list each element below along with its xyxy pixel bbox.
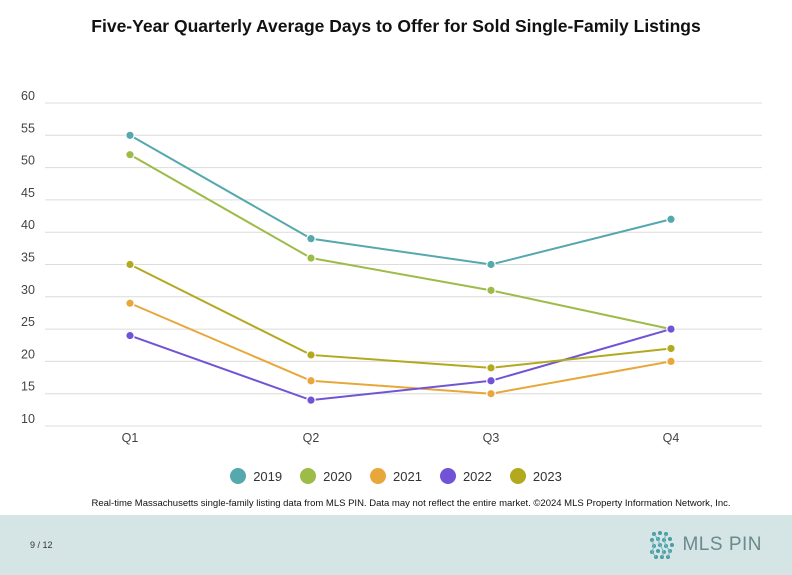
legend-label: 2023 [532,468,562,484]
x-tick-label: Q4 [663,431,680,445]
y-tick-label: 55 [21,121,35,135]
y-tick-label: 20 [21,347,35,361]
legend-item-2020: 2020 [300,468,352,484]
series-line-2020 [129,153,672,331]
chart-title: Five-Year Quarterly Average Days to Offe… [91,16,701,36]
chart-legend: 2019 2020 2021 2022 2023 [0,468,792,484]
legend-item-2019: 2019 [230,468,282,484]
series-line-2019 [129,134,672,266]
data-source-note: Real-time Massachusetts single-family li… [91,498,731,509]
data-point-2022 [125,330,135,341]
mls-pin-logo-icon [650,531,675,559]
legend-label: 2020 [323,468,353,484]
y-tick-label: 15 [21,380,35,394]
legend-marker [300,468,317,484]
y-tick-label: 10 [21,412,35,426]
legend-marker [509,468,526,484]
legend-label: 2022 [462,468,492,484]
data-point-2020 [306,253,316,263]
legend-marker [230,468,247,484]
data-point-2023 [486,363,496,373]
data-point-2023 [125,259,135,270]
data-point-2021 [666,356,676,367]
legend-item-2022: 2022 [439,468,492,484]
series-line-2021 [129,302,672,395]
data-point-2021 [306,375,316,386]
x-tick-label: Q3 [483,431,500,445]
legend-label: 2021 [393,468,422,484]
legend-label: 2019 [253,468,283,484]
y-tick-label: 45 [21,186,35,200]
series-line-2023 [129,263,672,369]
logo-text: MLS PIN [682,534,762,555]
page-number: 9 / 12 [30,540,53,550]
data-point-2019 [666,214,676,225]
x-tick-label: Q1 [122,431,139,445]
data-point-2021 [486,388,496,399]
data-point-2019 [486,259,496,270]
y-tick-label: 25 [21,315,35,329]
y-tick-label: 30 [21,283,35,297]
legend-item-2023: 2023 [509,468,562,484]
x-tick-label: Q2 [303,431,320,445]
y-tick-label: 35 [21,251,35,265]
data-point-2023 [306,350,316,360]
footer-bar: 9 / 12 MLS PIN [0,515,792,575]
legend-marker [370,468,387,484]
series-line-2022 [129,328,672,402]
legend-marker [439,468,456,484]
data-point-2019 [125,130,135,141]
y-tick-label: 60 [21,89,35,103]
data-point-2022 [306,395,316,405]
data-point-2020 [125,149,135,160]
y-tick-label: 50 [21,154,35,168]
legend-item-2021: 2021 [370,468,422,484]
data-point-2022 [666,324,676,334]
data-point-2022 [486,375,496,386]
data-point-2020 [486,285,496,296]
data-point-2019 [306,233,316,244]
data-point-2023 [666,343,676,354]
mls-pin-logo: MLS PIN [648,530,762,560]
data-point-2021 [125,298,135,309]
y-tick-label: 40 [21,218,35,232]
line-chart: 10 15 20 25 30 35 40 45 50 55 60 Q1 Q2 Q3 Q4 [21,89,762,445]
